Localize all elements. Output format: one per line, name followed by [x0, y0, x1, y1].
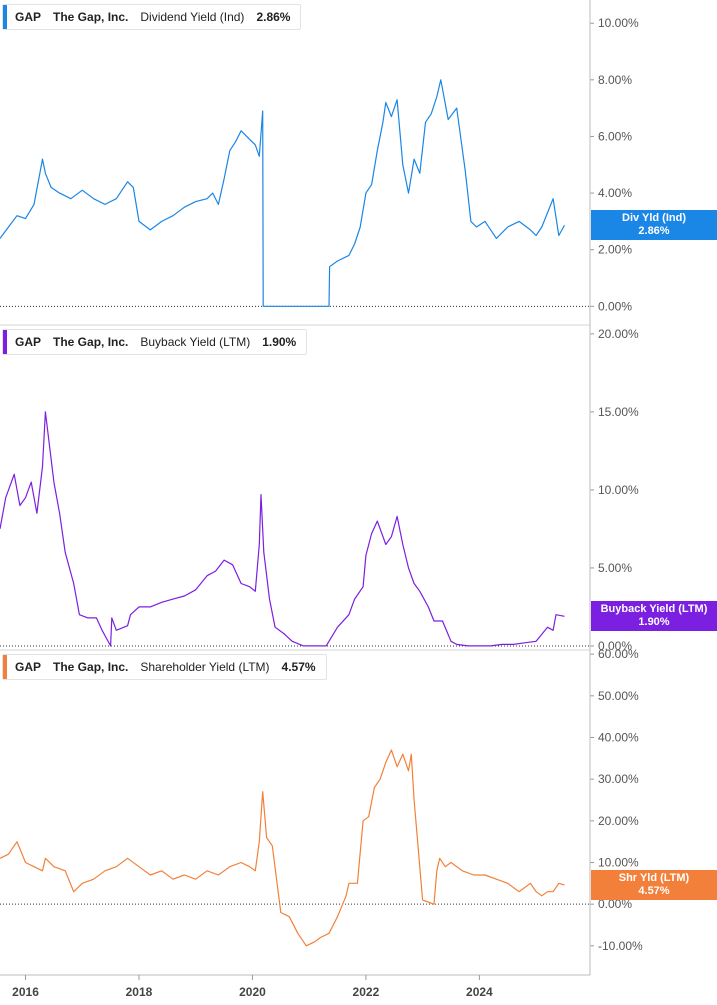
- legend-metric: Buyback Yield (LTM): [140, 335, 251, 349]
- legend-ticker: GAP: [15, 10, 42, 24]
- y-tick-label: 60.00%: [598, 647, 639, 661]
- legend-shareholder: GAP The Gap, Inc. Shareholder Yield (LTM…: [2, 654, 327, 680]
- legend-value: 1.90%: [262, 335, 297, 349]
- legend-ticker: GAP: [15, 660, 42, 674]
- y-tick-label: 2.00%: [598, 243, 632, 257]
- legend-ticker: GAP: [15, 335, 42, 349]
- y-tick-label: 10.00%: [598, 856, 639, 870]
- last-value-flag-dividend: Div Yld (Ind) 2.86%: [591, 210, 717, 241]
- legend-swatch: [3, 5, 7, 29]
- y-tick-label: 20.00%: [598, 814, 639, 828]
- y-tick-label: 10.00%: [598, 16, 639, 30]
- x-tick-label: 2022: [353, 985, 380, 999]
- legend-value: 4.57%: [281, 660, 316, 674]
- last-value-flag-buyback: Buyback Yield (LTM) 1.90%: [591, 601, 717, 632]
- y-tick-label: 6.00%: [598, 129, 632, 143]
- series-line: [0, 411, 565, 647]
- series-line: [0, 79, 566, 307]
- last-value-flag-shareholder: Shr Yld (LTM) 4.57%: [591, 870, 717, 901]
- flag-value: 1.90%: [638, 616, 670, 629]
- y-tick-label: 0.00%: [598, 639, 632, 653]
- axes-layer: 0.00% 2.00% 4.00% 6.00% 8.00% 10.00% 0.00% 5.00…: [0, 0, 643, 999]
- y-tick-label: 40.00%: [598, 731, 639, 745]
- flag-label: Buyback Yield (LTM): [600, 603, 708, 616]
- legend-swatch: [3, 330, 7, 354]
- y-tick-label: 0.00%: [598, 897, 632, 911]
- legend-dividend: GAP The Gap, Inc. Dividend Yield (Ind) 2…: [2, 4, 302, 30]
- x-tick-label: 2024: [466, 985, 493, 999]
- flag-label: Shr Yld (LTM): [618, 872, 690, 885]
- y-tick-label: 30.00%: [598, 772, 639, 786]
- y-tick-label: -10.00%: [598, 939, 643, 953]
- y-tick-label: 15.00%: [598, 405, 639, 419]
- legend-metric: Dividend Yield (Ind): [140, 10, 245, 24]
- legend-value: 2.86%: [256, 10, 291, 24]
- y-tick-label: 0.00%: [598, 299, 632, 313]
- x-tick-label: 2020: [239, 985, 266, 999]
- y-tick-label: 8.00%: [598, 73, 632, 87]
- legend-company: The Gap, Inc.: [53, 660, 129, 674]
- flag-label: Div Yld (Ind): [622, 212, 686, 225]
- y-tick-label: 20.00%: [598, 327, 639, 341]
- legend-buyback: GAP The Gap, Inc. Buyback Yield (LTM) 1.…: [2, 329, 308, 355]
- y-tick-label: 4.00%: [598, 186, 632, 200]
- legend-metric: Shareholder Yield (LTM): [140, 660, 270, 674]
- y-tick-label: 10.00%: [598, 483, 639, 497]
- x-tick-label: 2018: [126, 985, 153, 999]
- flag-value: 4.57%: [638, 885, 670, 898]
- y-tick-label: 50.00%: [598, 689, 639, 703]
- y-tick-label: 5.00%: [598, 561, 632, 575]
- x-tick-label: 2016: [12, 985, 39, 999]
- legend-swatch: [3, 655, 7, 679]
- legend-company: The Gap, Inc.: [53, 335, 129, 349]
- series-line: [0, 749, 565, 947]
- grid-layer: [0, 305, 590, 976]
- flag-value: 2.86%: [638, 225, 670, 238]
- legend-company: The Gap, Inc.: [53, 10, 129, 24]
- series-layer: [0, 79, 566, 947]
